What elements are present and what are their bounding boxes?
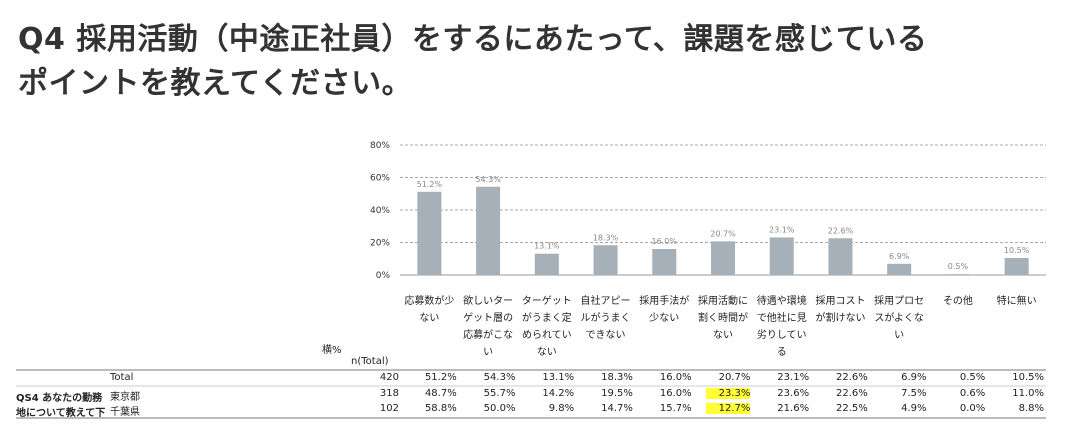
y-tick-label: 60%: [370, 174, 390, 184]
n-cell: 420: [379, 372, 399, 383]
x-category-label: 採用手法が少ない: [639, 296, 690, 324]
bar: [769, 237, 794, 275]
value-cell: 10.5%: [1012, 372, 1044, 383]
value-cell: 9.8%: [548, 403, 575, 414]
data-label: 13.1%: [534, 242, 560, 251]
value-cell: 23.6%: [777, 388, 810, 399]
data-label: 10.5%: [1004, 246, 1030, 255]
n-cell: 102: [379, 403, 399, 414]
x-category-label: 自社アピールがうまくできない: [580, 296, 631, 341]
row-label: 東京都: [110, 392, 140, 403]
value-cell: 12.7%: [706, 403, 751, 414]
value-cell: 22.6%: [836, 388, 868, 399]
value-cell: 4.9%: [901, 403, 927, 414]
value-cell: 54.3%: [483, 372, 516, 383]
y-tick-label: 0%: [376, 271, 391, 281]
bar: [887, 263, 912, 275]
value-cell: 15.7%: [659, 403, 692, 414]
x-category-label: 採用活動に割く時間がない: [698, 296, 748, 341]
value-cell: 0.0%: [959, 403, 986, 414]
x-category-label: 欲しいターゲット層の応募がこない: [463, 296, 514, 358]
bar: [1004, 257, 1029, 275]
row-label: 千葉県: [110, 407, 140, 418]
value-cell: 13.1%: [542, 372, 575, 383]
data-label: 20.7%: [710, 229, 736, 238]
x-category-label: 応募数が少ない: [404, 296, 455, 324]
value-cell: 20.7%: [718, 372, 751, 383]
value-cell: 22.6%: [836, 372, 868, 383]
value-cell: 50.0%: [483, 403, 516, 414]
value-cell: 11.0%: [1012, 388, 1044, 399]
data-label: 51.2%: [417, 180, 443, 189]
value-cell: 58.8%: [424, 403, 457, 414]
value-cell: 7.5%: [901, 388, 927, 399]
n-cell: 318: [379, 388, 399, 399]
value-cell: 14.7%: [601, 403, 633, 414]
title-line-1: Q4 採用活動（中途正社員）をするにあたって、課題を感じている: [18, 22, 928, 57]
value-cell: 23.3%: [706, 388, 751, 399]
x-category-label: 待遇や環境で他社に見劣りしている: [756, 296, 807, 358]
data-label: 22.6%: [828, 226, 854, 235]
bar: [711, 241, 735, 275]
x-category-label: 特に無い: [996, 296, 1037, 307]
value-cell: 48.7%: [424, 388, 457, 399]
bar: [593, 245, 618, 275]
bar: [828, 238, 853, 275]
y-tick-label: 80%: [370, 141, 390, 151]
value-cell: 6.9%: [901, 372, 927, 383]
value-cell: 19.5%: [601, 388, 633, 399]
y-tick-label: 20%: [370, 239, 390, 249]
bar: [534, 253, 559, 275]
value-cell: 23.1%: [777, 372, 810, 383]
bar: [417, 191, 442, 275]
value-cell: 16.0%: [659, 372, 692, 383]
value-cell: 21.6%: [777, 403, 810, 414]
value-cell: 14.2%: [542, 388, 575, 399]
data-label: 6.9%: [889, 252, 910, 261]
data-label: 54.3%: [475, 175, 501, 184]
value-cell: 16.0%: [659, 388, 692, 399]
row-label: Total: [110, 372, 134, 383]
bar: [945, 274, 970, 275]
x-category-label: ターゲットがうまく定められていない: [521, 296, 572, 358]
n-header: n(Total): [351, 356, 389, 367]
value-cell: 8.8%: [1018, 403, 1044, 414]
value-cell: 0.6%: [959, 388, 986, 399]
x-category-label: 採用コストが割けない: [815, 296, 866, 324]
value-cell: 51.2%: [424, 372, 457, 383]
data-label: 16.0%: [652, 237, 678, 246]
group-label-2: 地について教えて下: [16, 408, 106, 419]
data-label: 23.1%: [769, 225, 795, 234]
y-tick-label: 40%: [370, 206, 390, 216]
value-cell: 0.5%: [959, 372, 986, 383]
question-title: Q4 採用活動（中途正社員）をするにあたって、課題を感じている ポイントを教えて…: [18, 18, 927, 106]
value-cell: 22.5%: [836, 403, 868, 414]
corner-label: 横%: [322, 345, 342, 356]
value-cell: 55.7%: [483, 388, 516, 399]
bar: [652, 249, 677, 275]
x-category-label: 採用プロセスがよくない: [874, 296, 925, 341]
data-label: 18.3%: [593, 233, 619, 242]
title-line-2: ポイントを教えてください。: [18, 66, 413, 101]
group-label-1: QS4 あなたの勤務: [16, 393, 103, 404]
value-cell: 18.3%: [601, 372, 633, 383]
x-category-label: その他: [942, 296, 973, 307]
bar: [476, 186, 501, 275]
data-label: 0.5%: [948, 262, 969, 271]
